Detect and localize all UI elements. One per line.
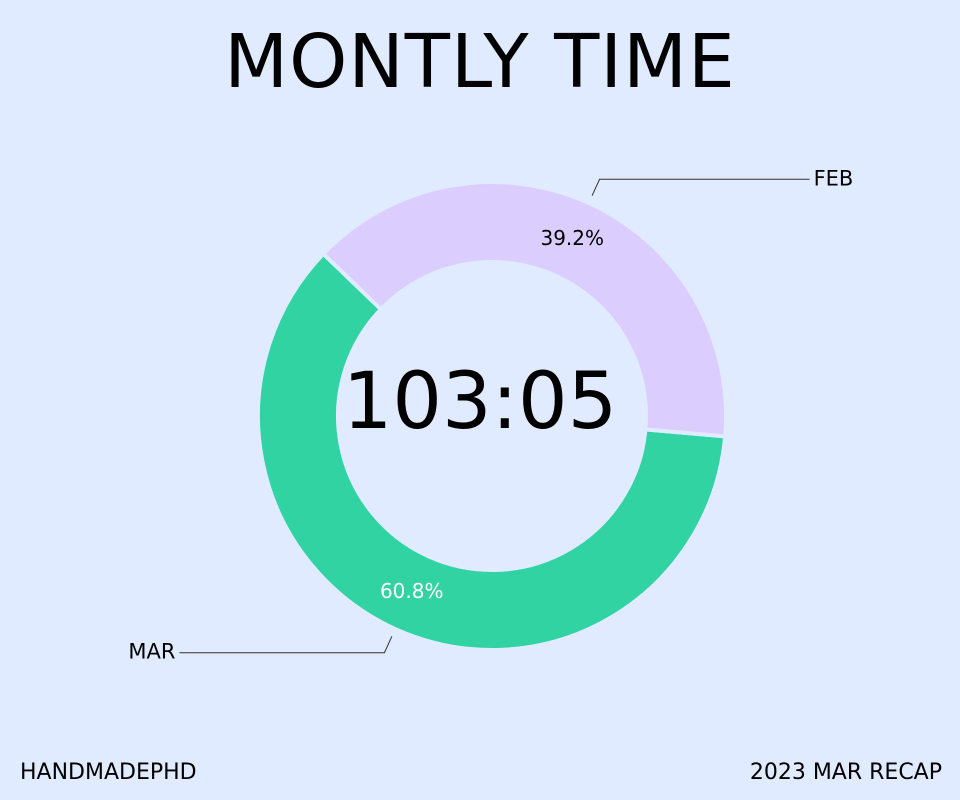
center-total-time: 103:05 [342, 357, 618, 447]
donut-slice-mar [256, 250, 728, 652]
chart-title: MONTLY TIME [224, 19, 736, 105]
footer-brand: HANDMADEPHD [20, 760, 197, 785]
footer-recap-label: 2023 MAR RECAP [749, 760, 942, 785]
leader-line-feb [591, 178, 810, 196]
pct-label-mar: 60.8% [380, 579, 444, 603]
donut-slice-feb [320, 180, 728, 439]
pct-label-feb: 39.2% [540, 226, 604, 250]
leader-line-mar [179, 636, 393, 654]
category-label-feb: FEB [814, 166, 854, 190]
category-label-mar: MAR [128, 640, 175, 664]
